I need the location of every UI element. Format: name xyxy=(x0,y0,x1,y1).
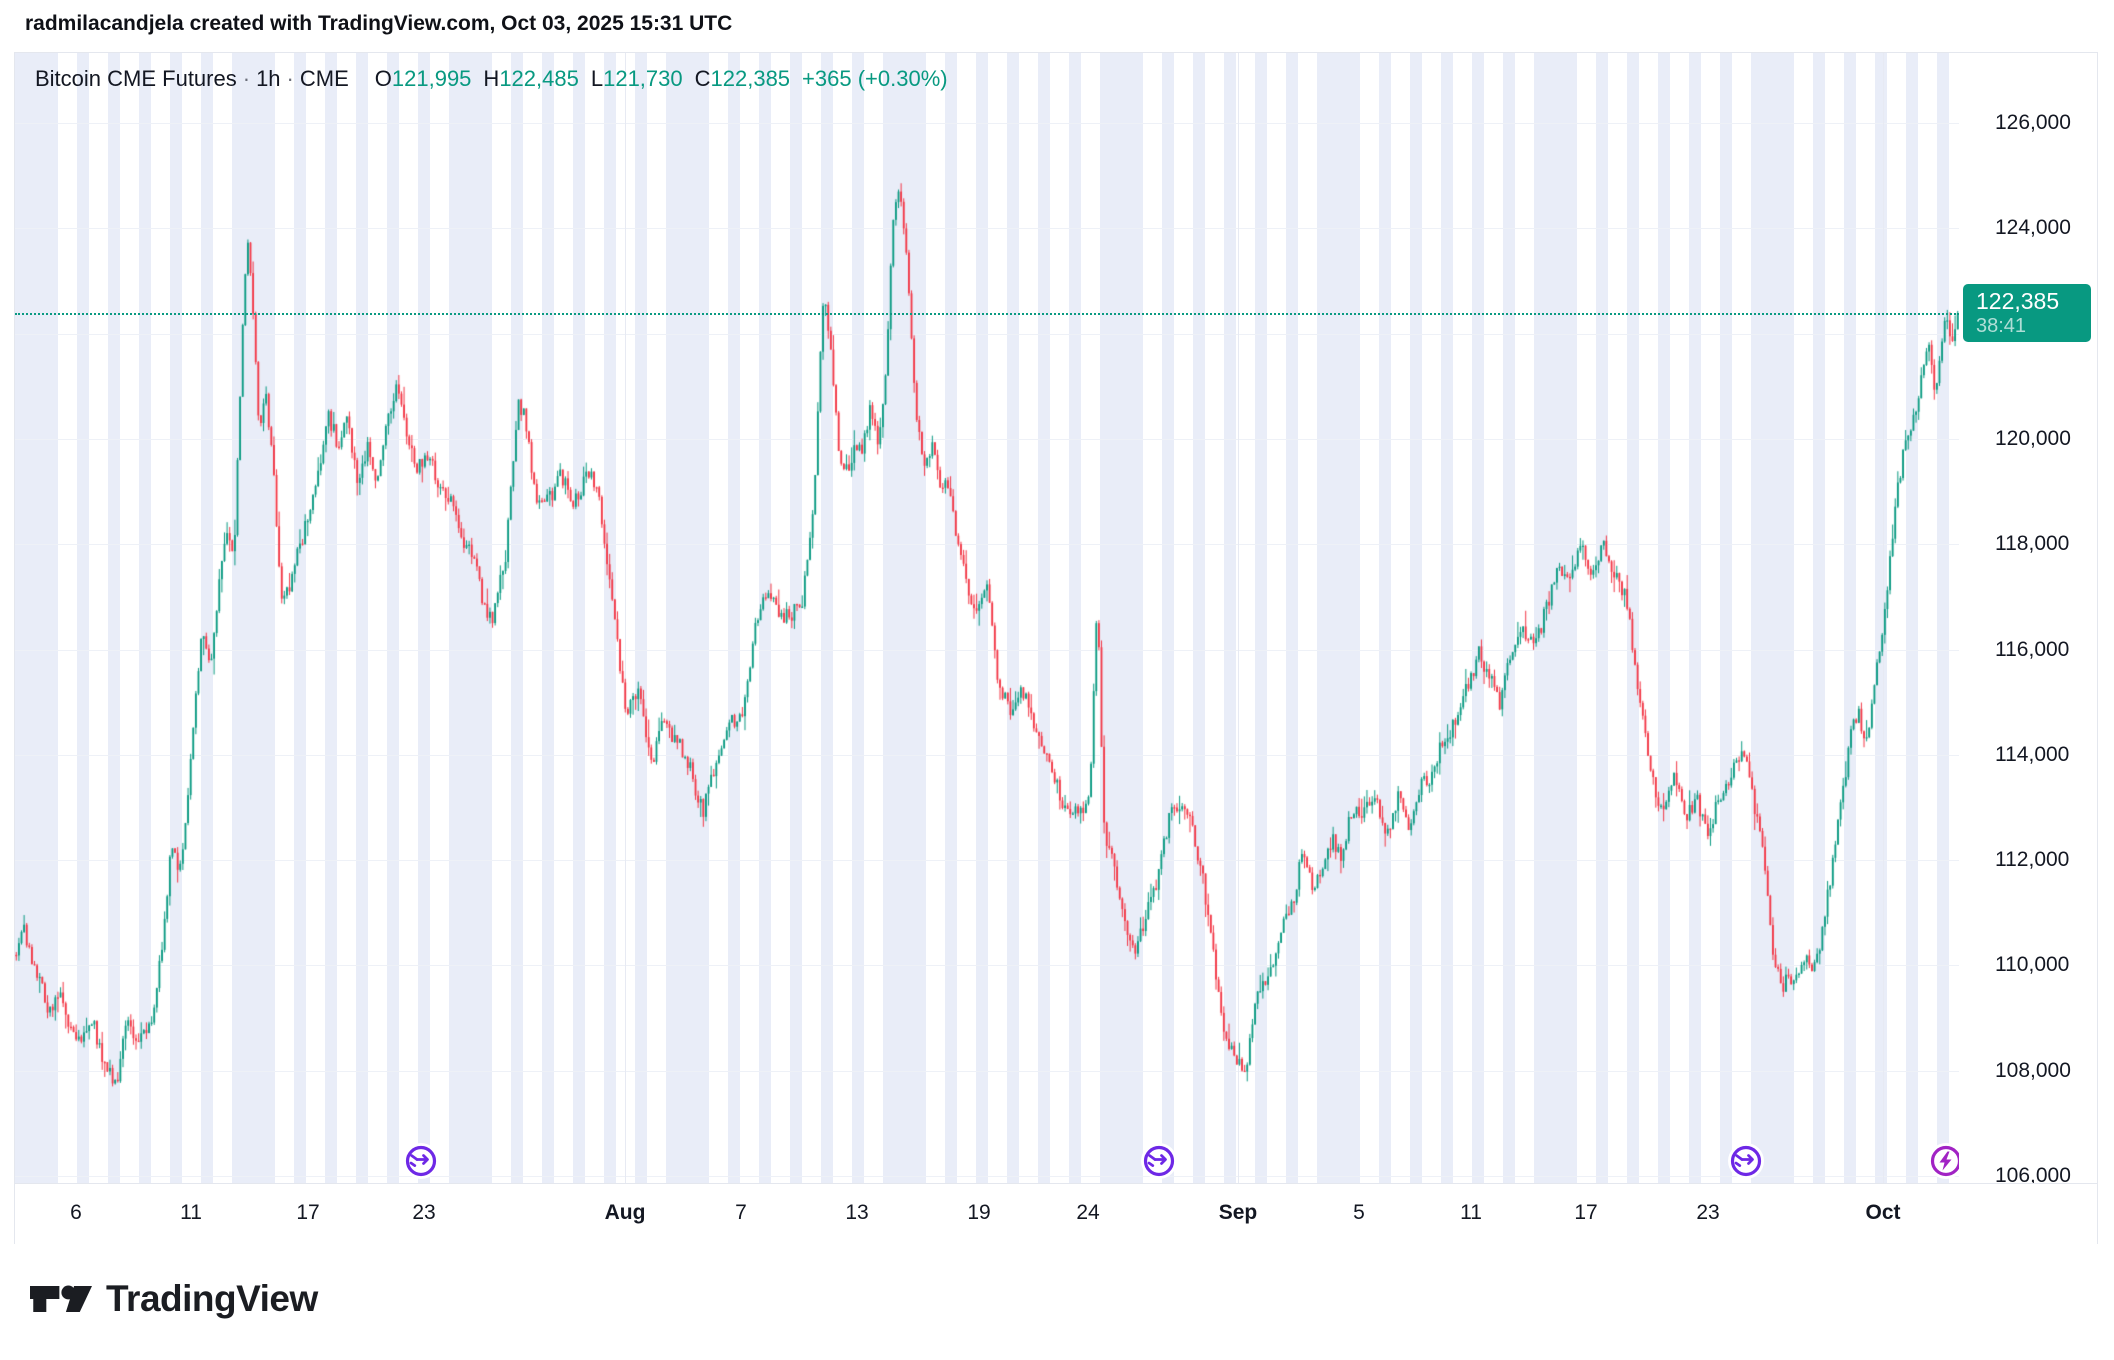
price-axis-label: 120,000 xyxy=(1995,426,2071,450)
legend[interactable]: Bitcoin CME Futures · 1h · CME O121,995 H122,4… xyxy=(35,66,948,92)
price-axis-label: 124,000 xyxy=(1995,216,2071,240)
time-axis-label: Aug xyxy=(604,1201,646,1224)
price-axis-label: 118,000 xyxy=(1995,532,2070,556)
time-axis-label: 19 xyxy=(967,1201,991,1224)
tradingview-logo-text[interactable]: TradingView xyxy=(106,1278,318,1319)
price-axis-label: 110,000 xyxy=(1995,953,2070,977)
ohlc-value: 121,730 xyxy=(603,66,683,91)
contract-rollover-icon[interactable] xyxy=(1137,1139,1181,1183)
ohlc-values: O121,995 H122,485 L121,730 C122,385 xyxy=(363,66,790,91)
ohlc-value: 121,995 xyxy=(391,66,472,91)
price-axis-label: 116,000 xyxy=(1995,637,2070,661)
ohlc-letter: L xyxy=(590,66,604,91)
time-axis-label: 7 xyxy=(735,1201,747,1224)
contract-expiry-lightning-icon[interactable] xyxy=(1924,1139,1959,1183)
attribution-text: radmilacandjela created with TradingView… xyxy=(25,12,733,35)
separator: · xyxy=(286,66,294,91)
ohlc-value: 122,485 xyxy=(499,66,579,91)
last-price-value: 122,385 xyxy=(1976,288,2060,315)
time-axis-label: 13 xyxy=(845,1201,869,1224)
contract-rollover-icon[interactable] xyxy=(1724,1139,1768,1183)
last-price-badge: 122,385 38:41 xyxy=(1963,284,2091,343)
bar-countdown: 38:41 xyxy=(1976,315,2027,338)
time-axis-label: 23 xyxy=(412,1201,436,1224)
time-axis-label: 17 xyxy=(296,1201,320,1224)
time-axis-label: 11 xyxy=(1460,1201,1482,1224)
time-axis-label: Sep xyxy=(1218,1201,1258,1224)
candlestick-canvas[interactable] xyxy=(15,53,1959,1183)
exchange-label: CME xyxy=(299,66,349,91)
price-axis-label: 126,000 xyxy=(1995,111,2071,134)
time-axis-label: 17 xyxy=(1574,1201,1598,1224)
tradingview-logo-mark[interactable] xyxy=(30,1279,92,1319)
change-value: +365 (+0.30%) xyxy=(802,66,948,91)
separator: · xyxy=(242,66,251,91)
time-axis-label: 5 xyxy=(1353,1201,1365,1224)
interval-label: 1h xyxy=(256,66,281,91)
price-axis-label: 108,000 xyxy=(1995,1058,2071,1082)
price-axis-label: 112,000 xyxy=(1995,848,2070,872)
time-axis[interactable]: 6 11 17 23 Aug 7 13 19 24 Sep 5 11 17 23 Oct xyxy=(15,1183,2097,1244)
ohlc-letter: O xyxy=(374,66,392,91)
ohlc-letter: C xyxy=(694,66,711,91)
time-axis-label: 11 xyxy=(180,1201,202,1224)
symbol-title: Bitcoin CME Futures xyxy=(35,66,237,91)
last-price-line xyxy=(15,313,1959,316)
price-axis[interactable]: 126,000 124,000 120,000 118,000 116,000 114,0… xyxy=(1959,53,2097,1187)
ohlc-value: 122,385 xyxy=(710,66,791,91)
contract-rollover-icon[interactable] xyxy=(399,1139,443,1183)
footer: TradingView xyxy=(30,1278,318,1320)
price-chart-plot[interactable]: Bitcoin CME Futures · 1h · CME O121,995 H122,4… xyxy=(15,53,1959,1183)
chart-widget: Bitcoin CME Futures · 1h · CME O121,995 H122,4… xyxy=(14,52,2098,1244)
time-axis-label: 23 xyxy=(1696,1201,1720,1224)
time-axis-label: 24 xyxy=(1076,1201,1100,1224)
price-axis-label: 106,000 xyxy=(1995,1164,2071,1187)
time-axis-label: 6 xyxy=(70,1201,82,1224)
ohlc-letter: H xyxy=(483,66,500,91)
time-axis-label: Oct xyxy=(1865,1201,1901,1224)
price-axis-label: 114,000 xyxy=(1995,742,2070,766)
